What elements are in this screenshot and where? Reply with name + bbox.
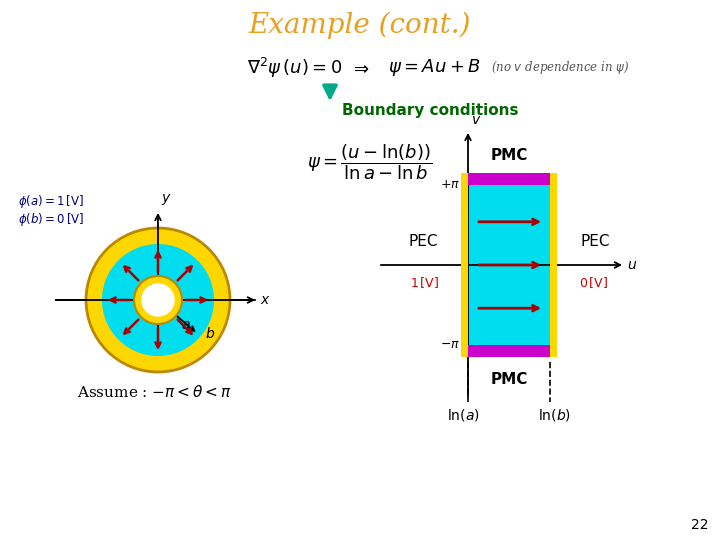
Text: Example (cont.): Example (cont.) (248, 11, 472, 39)
Text: $\psi = \dfrac{\left(u - \ln(b)\right)}{\ln a - \ln b}$: $\psi = \dfrac{\left(u - \ln(b)\right)}{… (307, 142, 433, 182)
Text: (no $v$ dependence in $\psi$): (no $v$ dependence in $\psi$) (491, 59, 629, 77)
Text: $\phi(b)=0\,[{\rm V}]$: $\phi(b)=0\,[{\rm V}]$ (18, 212, 84, 228)
Circle shape (142, 284, 174, 316)
Text: PMC: PMC (490, 372, 528, 387)
Text: $b$: $b$ (205, 327, 215, 341)
Text: $\phi(a)=1\,[{\rm V}]$: $\phi(a)=1\,[{\rm V}]$ (18, 193, 84, 211)
Text: $-\pi$: $-\pi$ (440, 339, 460, 352)
Text: $a$: $a$ (181, 318, 191, 332)
Circle shape (102, 244, 214, 356)
Text: Assume : $-\pi < \theta < \pi$: Assume : $-\pi < \theta < \pi$ (78, 384, 233, 400)
Circle shape (86, 228, 230, 372)
Text: $\Rightarrow$: $\Rightarrow$ (350, 59, 370, 77)
Bar (468, 185, 550, 345)
Bar (468, 173, 550, 185)
Bar (550, 173, 557, 357)
Text: $0\,[{\rm V}]$: $0\,[{\rm V}]$ (579, 275, 608, 291)
Text: PMC: PMC (490, 147, 528, 163)
Text: $\psi = Au+B$: $\psi = Au+B$ (389, 57, 482, 78)
Bar (468, 345, 550, 357)
Text: $x$: $x$ (260, 293, 271, 307)
Text: $\nabla^2\psi\,(u)=0$: $\nabla^2\psi\,(u)=0$ (248, 56, 343, 80)
Text: $\ln(a)$: $\ln(a)$ (446, 407, 480, 423)
Text: $\ln(b)$: $\ln(b)$ (539, 407, 572, 423)
Text: PEC: PEC (580, 233, 610, 248)
Text: $u$: $u$ (627, 258, 637, 272)
Text: $+\pi$: $+\pi$ (440, 179, 460, 192)
Text: 22: 22 (690, 518, 708, 532)
Text: Boundary conditions: Boundary conditions (342, 103, 518, 118)
Text: PEC: PEC (408, 233, 438, 248)
Text: $1\,[{\rm V}]$: $1\,[{\rm V}]$ (410, 275, 439, 291)
Text: $y$: $y$ (161, 192, 171, 207)
Text: $v$: $v$ (471, 113, 482, 127)
Circle shape (134, 276, 182, 324)
Bar (461, 173, 468, 357)
